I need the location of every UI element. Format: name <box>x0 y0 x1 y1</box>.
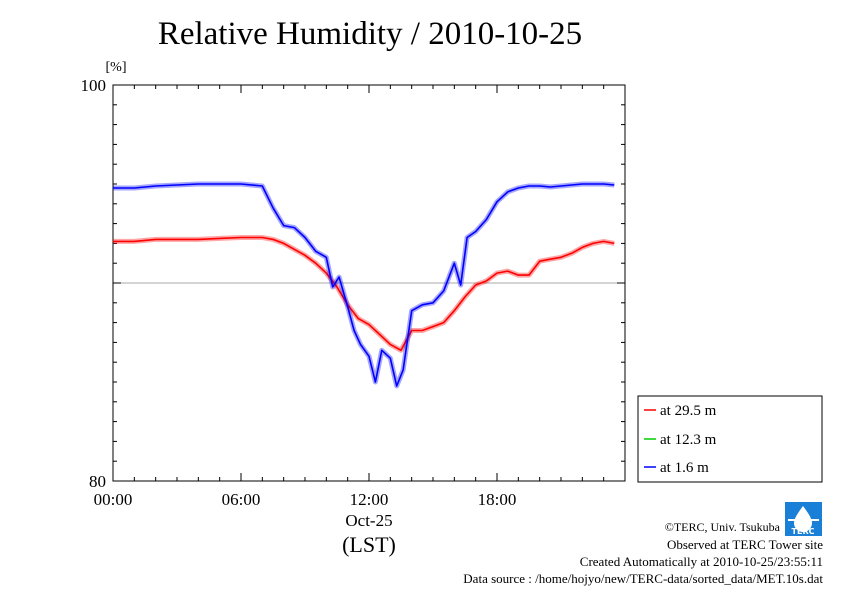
terc-logo: TERC <box>785 502 822 536</box>
data-source-text: Data source : /home/hojyo/new/TERC-data/… <box>463 571 823 586</box>
legend-label-1-6m: at 1.6 m <box>660 460 709 476</box>
x-tick-label-0600: 06:00 <box>222 490 261 509</box>
series-layer <box>113 181 615 389</box>
x-tick-label-1800: 18:00 <box>478 490 517 509</box>
x-tick-label-0000: 00:00 <box>94 490 133 509</box>
created-text: Created Automatically at 2010-10-25/23:5… <box>580 554 823 569</box>
legend: at 29.5 m at 12.3 m at 1.6 m <box>637 395 823 483</box>
y-tick-label-100: 100 <box>81 76 107 95</box>
y-axis-label: [%] <box>106 60 127 75</box>
x-tick-label-1200: 12:00 <box>350 490 389 509</box>
legend-label-29-5m: at 29.5 m <box>660 403 717 419</box>
legend-label-12-3m: at 12.3 m <box>660 432 717 448</box>
y-tick-label-80: 80 <box>89 472 106 491</box>
observed-text: Observed at TERC Tower site <box>667 537 823 552</box>
x-date-label: Oct-25 <box>345 511 392 530</box>
legend-box <box>637 395 823 483</box>
axis-ticks <box>112 84 626 482</box>
series-line-0 <box>113 236 615 352</box>
series-line-2 <box>113 183 615 387</box>
copyright-text: ©TERC, Univ. Tsukuba <box>665 520 781 534</box>
x-unit-label: (LST) <box>342 532 396 557</box>
logo-text: TERC <box>792 527 815 536</box>
chart-title: Relative Humidity / 2010-10-25 <box>158 16 582 52</box>
